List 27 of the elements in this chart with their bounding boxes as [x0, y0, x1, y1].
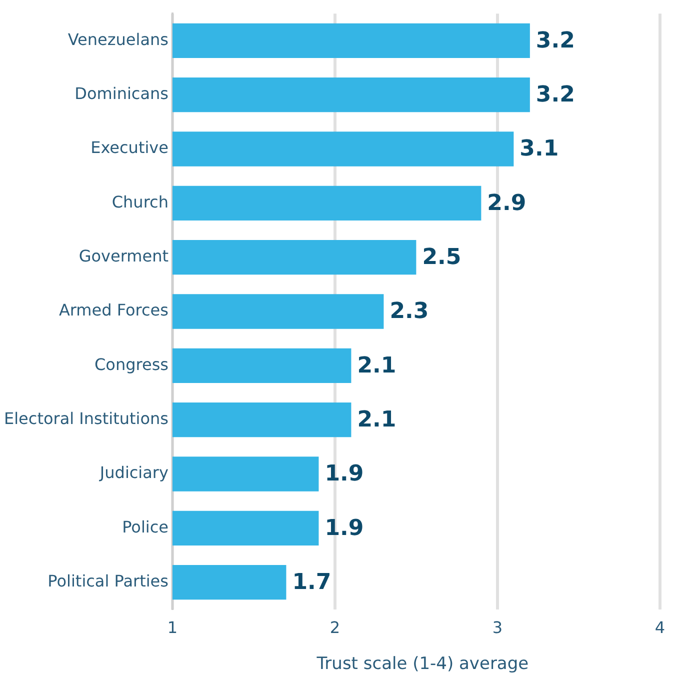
- data-label: 3.2: [536, 28, 575, 54]
- y-tick-label: Executive: [90, 138, 168, 158]
- y-tick-label: Police: [122, 517, 168, 536]
- data-label: 1.7: [292, 570, 332, 596]
- data-label: 2.3: [390, 299, 429, 324]
- x-axis-title: Trust scale (1-4) average: [316, 654, 529, 674]
- data-label: 3.2: [536, 82, 575, 108]
- data-label: 1.9: [324, 516, 364, 541]
- y-tick-label: Congress: [94, 354, 168, 374]
- y-tick-label: Venezuelans: [68, 30, 168, 49]
- data-label: 1.9: [324, 462, 364, 487]
- y-tick-label: Judiciary: [98, 463, 168, 482]
- y-tick-label: Church: [112, 192, 168, 212]
- y-tick-label: Goverment: [78, 246, 168, 266]
- x-tick-label: 3: [492, 618, 503, 638]
- data-label: 2.5: [422, 245, 462, 270]
- y-tick-label: Armed Forces: [58, 300, 168, 320]
- y-tick-label: Electoral Institutions: [4, 408, 168, 428]
- x-tick-label: 2: [330, 618, 340, 638]
- x-tick-label: 4: [654, 618, 666, 638]
- data-label: 3.1: [520, 136, 559, 162]
- data-label: 2.9: [487, 190, 526, 216]
- x-tick-label: 1: [167, 618, 178, 638]
- data-label: 2.1: [357, 353, 396, 378]
- y-tick-label: Political Parties: [48, 571, 168, 590]
- y-tick-label: Dominicans: [74, 84, 168, 103]
- data-label: 2.1: [357, 408, 396, 433]
